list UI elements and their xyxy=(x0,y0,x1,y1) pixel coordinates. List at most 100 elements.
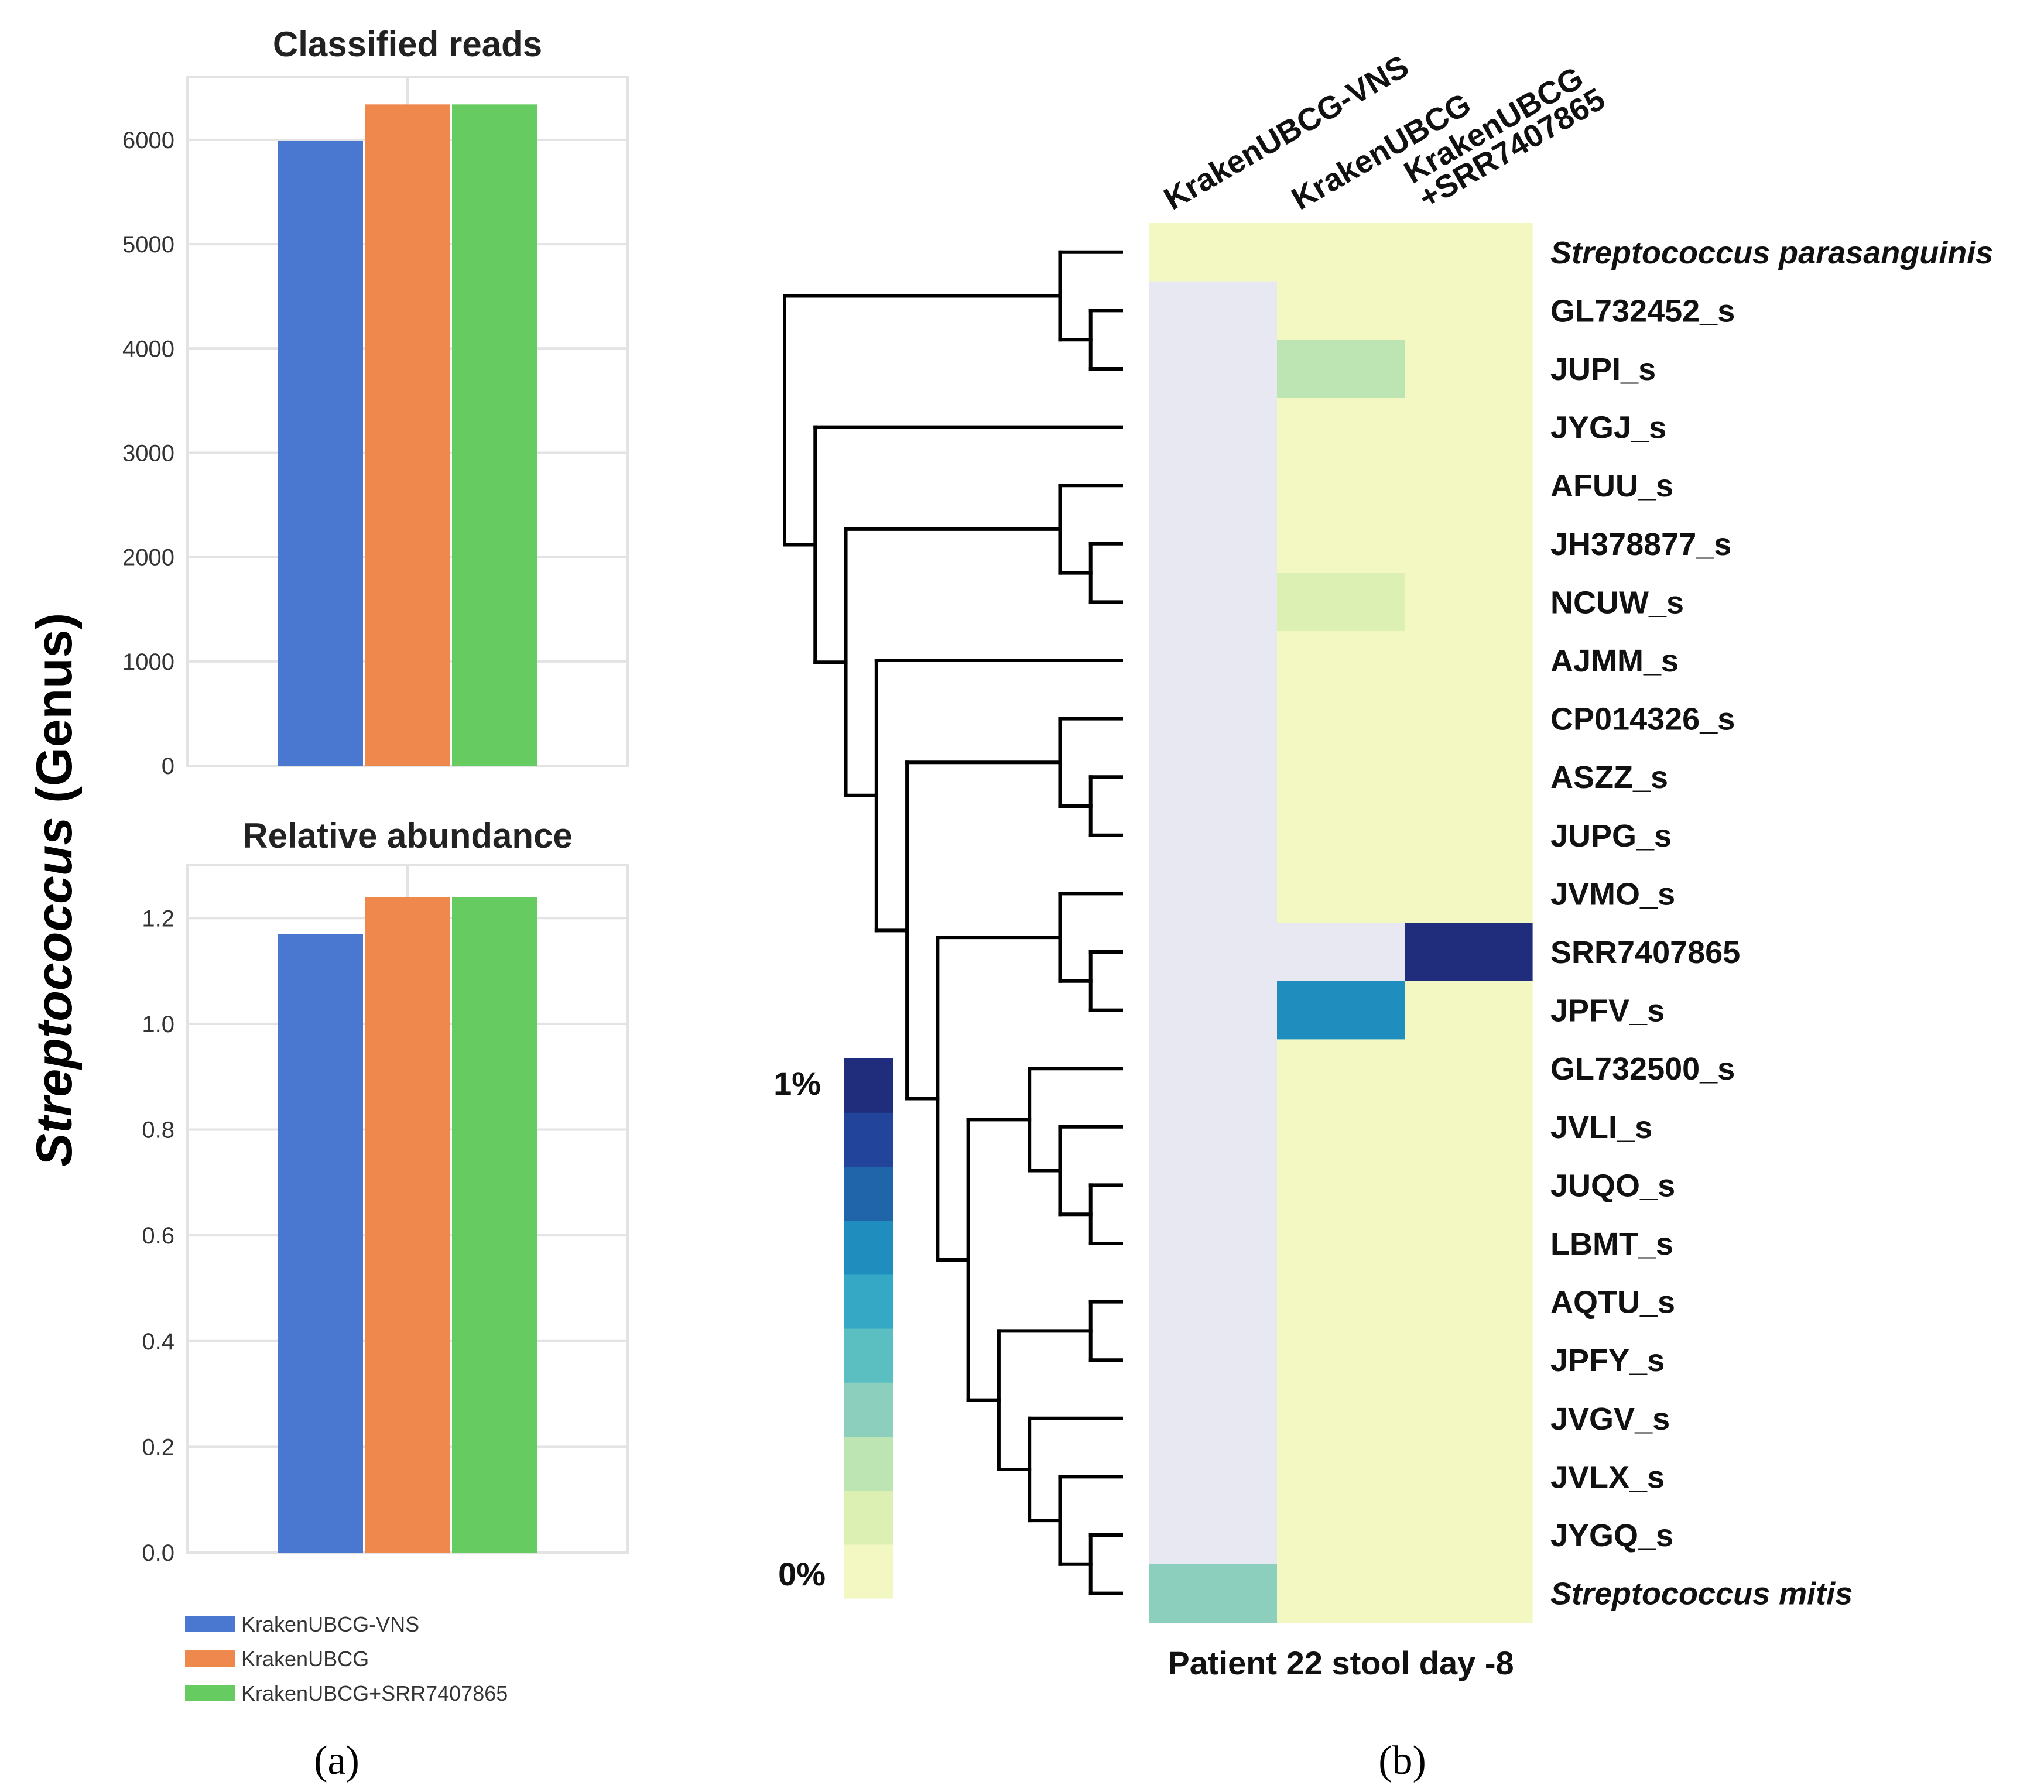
y-tick-label: 2000 xyxy=(122,545,174,571)
row-label: Streptococcus mitis xyxy=(1550,1577,1853,1612)
heatmap-cell xyxy=(1277,223,1405,282)
y-tick-label: 0.6 xyxy=(142,1223,174,1249)
scale-step xyxy=(844,1328,893,1383)
scale-step xyxy=(844,1058,893,1113)
y-tick-label: 0.0 xyxy=(142,1540,174,1566)
heatmap-cell xyxy=(1277,1272,1405,1331)
heatmap-cell xyxy=(1149,515,1278,574)
color-scale: 1% 0% xyxy=(773,1058,893,1599)
chart-title: Relative abundance xyxy=(242,816,573,855)
heatmap-cell xyxy=(1149,1156,1278,1215)
heatmap-cell xyxy=(1149,1214,1278,1273)
heatmap-cell xyxy=(1405,1039,1533,1098)
scale-min-label: 0% xyxy=(778,1555,826,1592)
row-label: GL732452_s xyxy=(1550,293,1735,328)
row-label: JUQO_s xyxy=(1550,1168,1675,1203)
legend-label: KrakenUBCG+SRR7407865 xyxy=(241,1681,508,1705)
y-tick-label: 1.0 xyxy=(142,1012,174,1037)
heatmap-x-label: Patient 22 stool day -8 xyxy=(1167,1644,1514,1681)
classified-reads-chart: 0 1000 2000 3000 4000 5000 6000 Classified read… xyxy=(122,25,629,779)
heatmap-cell xyxy=(1149,981,1278,1040)
heatmap-cell xyxy=(1149,806,1278,865)
scale-step xyxy=(844,1544,893,1599)
row-label: JVMO_s xyxy=(1550,876,1675,912)
heatmap-cell xyxy=(1277,515,1405,574)
heatmap-cell xyxy=(1405,398,1533,457)
heatmap-cell xyxy=(1277,981,1405,1040)
heatmap-cell xyxy=(1277,1331,1405,1390)
row-label: SRR7407865 xyxy=(1550,935,1740,970)
row-label: AQTU_s xyxy=(1550,1285,1675,1320)
row-label: JUPI_s xyxy=(1550,352,1656,387)
y-tick-label: 1.2 xyxy=(142,906,174,931)
heatmap-cell xyxy=(1405,631,1533,690)
y-tick-label: 3000 xyxy=(122,440,174,466)
row-label: CP014326_s xyxy=(1550,702,1735,737)
row-label: JUPG_s xyxy=(1550,818,1672,854)
row-label: GL732500_s xyxy=(1550,1051,1735,1087)
heatmap-cell xyxy=(1149,864,1278,923)
heatmap-cell xyxy=(1405,748,1533,807)
heatmap-cell xyxy=(1277,573,1405,632)
heatmap-chart: Streptococcus parasanguinis GL732452_s JUP… xyxy=(1149,49,1993,1681)
bar xyxy=(452,104,537,766)
scale-max-label: 1% xyxy=(773,1065,821,1102)
row-label: JYGQ_s xyxy=(1550,1518,1673,1553)
heatmap-cell xyxy=(1405,340,1533,399)
row-label: JVLI_s xyxy=(1550,1110,1652,1145)
row-label: Streptococcus parasanguinis xyxy=(1550,235,1993,270)
heatmap-cell xyxy=(1149,1098,1278,1157)
heatmap-cell xyxy=(1149,631,1278,690)
heatmap-cell xyxy=(1149,223,1278,282)
scale-step xyxy=(844,1436,893,1491)
bar xyxy=(278,141,363,766)
heatmap-cell xyxy=(1277,1389,1405,1448)
scale-step xyxy=(844,1220,893,1275)
heatmap-cell xyxy=(1277,398,1405,457)
heatmap-cell xyxy=(1277,1447,1405,1506)
scale-step xyxy=(844,1382,893,1437)
row-label: JH378877_s xyxy=(1550,527,1731,562)
y-tick-label: 0.8 xyxy=(142,1118,174,1143)
row-label: JVLX_s xyxy=(1550,1459,1665,1495)
heatmap-cell xyxy=(1405,1564,1533,1623)
panel-label-a: (a) xyxy=(314,1738,360,1783)
heatmap-cell xyxy=(1277,806,1405,865)
heatmap-cell xyxy=(1149,1389,1278,1448)
legend-label: KrakenUBCG-VNS xyxy=(241,1612,419,1636)
heatmap-cell xyxy=(1149,340,1278,399)
row-label: ASZZ_s xyxy=(1550,760,1668,795)
heatmap-cell xyxy=(1149,689,1278,748)
heatmap-cell xyxy=(1405,923,1533,982)
heatmap-cell xyxy=(1277,340,1405,399)
heatmap-cell xyxy=(1149,1447,1278,1506)
heatmap-cell xyxy=(1149,1039,1278,1098)
heatmap-cell xyxy=(1277,864,1405,923)
heatmap-cell xyxy=(1277,1214,1405,1273)
y-axis-label-text: Streptococcus (Genus) xyxy=(26,613,83,1167)
bar xyxy=(365,897,450,1553)
column-label: KrakenUBCG-VNS xyxy=(1158,49,1415,217)
y-tick-label: 0.2 xyxy=(142,1434,174,1460)
heatmap-cell xyxy=(1277,1098,1405,1157)
y-tick-label: 5000 xyxy=(122,232,174,258)
y-tick-label: 4000 xyxy=(122,336,174,362)
panel-label-b: (b) xyxy=(1378,1738,1426,1783)
heatmap-cell xyxy=(1277,1506,1405,1565)
scale-step xyxy=(844,1166,893,1221)
y-tick-label: 1000 xyxy=(122,649,174,675)
heatmap-cell xyxy=(1149,1564,1278,1623)
legend-swatch xyxy=(185,1650,235,1667)
heatmap-cell xyxy=(1277,1564,1405,1623)
heatmap-cell xyxy=(1149,1506,1278,1565)
heatmap-cell xyxy=(1277,281,1405,340)
y-tick-label: 6000 xyxy=(122,128,174,153)
legend-label: KrakenUBCG xyxy=(241,1647,369,1671)
bar xyxy=(365,104,450,766)
heatmap-cell xyxy=(1405,1389,1533,1448)
heatmap-cell xyxy=(1405,864,1533,923)
heatmap-cell xyxy=(1277,748,1405,807)
heatmap-cell xyxy=(1277,1156,1405,1215)
heatmap-cell xyxy=(1405,1447,1533,1506)
